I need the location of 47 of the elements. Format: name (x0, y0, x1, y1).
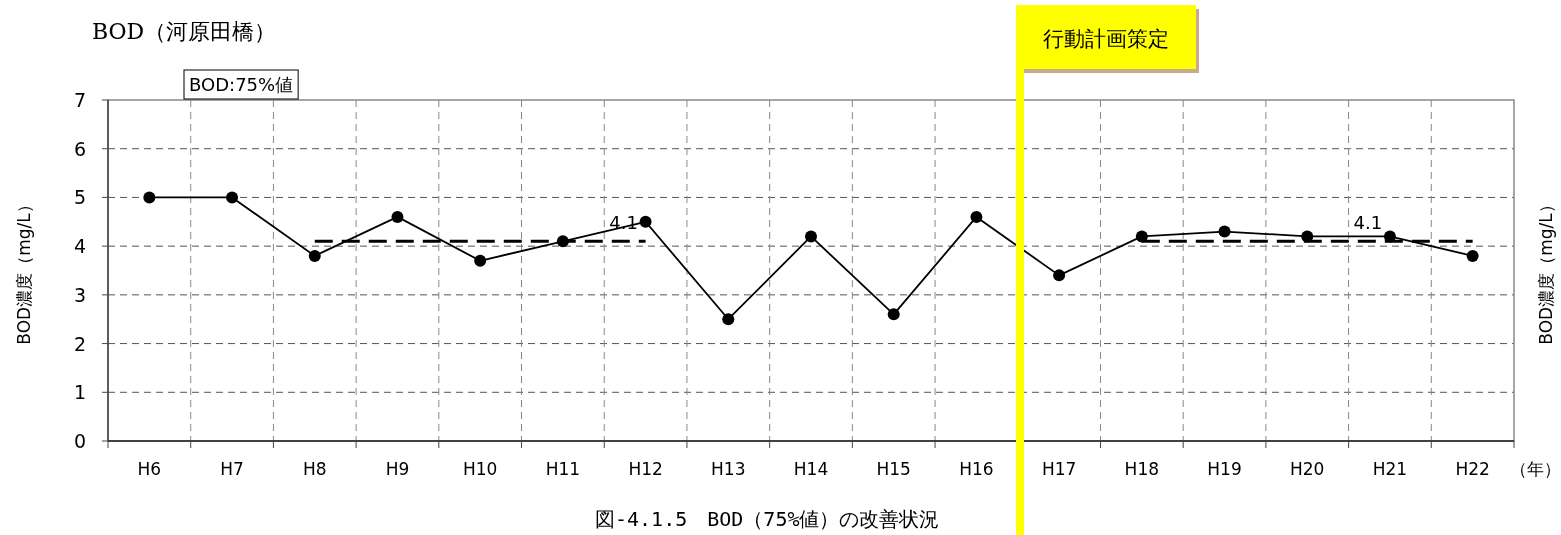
x-tick-label: H14 (793, 459, 829, 479)
y-tick-label: 2 (73, 332, 87, 355)
text: 行動計画策定 (1043, 27, 1169, 51)
x-tick-label: H13 (711, 459, 746, 479)
x-tick-label: H7 (220, 459, 244, 479)
y-tick-label: 1 (73, 381, 87, 404)
text: 図-4.1.5 BOD（75%値）の改善状況 (595, 507, 940, 531)
y-tick-label: 7 (73, 89, 87, 111)
point (1218, 225, 1231, 238)
x-tick-label: H15 (876, 459, 911, 479)
x-tick-label: H10 (462, 459, 498, 479)
y-tick-label: 3 (73, 283, 87, 306)
y-tick-label: 5 (73, 186, 87, 209)
y2-axis-title: BOD濃度（mg/L） (1536, 196, 1556, 345)
x-tick-label: H19 (1207, 459, 1242, 479)
x-tick-label: H20 (1290, 459, 1325, 479)
chart-title: BOD（河原田橋） (92, 19, 277, 44)
x-tick-label: H9 (385, 459, 410, 479)
x-tick-label: H18 (1124, 459, 1160, 479)
x-tick-label: H12 (628, 459, 663, 479)
point (722, 313, 735, 326)
x-tick-label: H6 (137, 459, 162, 479)
x-axis-title: （年） (1510, 459, 1561, 479)
point (1135, 230, 1148, 243)
x-tick-label: H11 (545, 459, 581, 479)
x-tick-label: H16 (959, 459, 994, 479)
point (970, 210, 983, 223)
x-tick-label: H21 (1372, 459, 1408, 479)
point (1053, 269, 1066, 282)
x-tick-label: H8 (302, 459, 327, 479)
point (143, 191, 156, 204)
point (887, 308, 900, 321)
point (391, 210, 404, 223)
point (226, 191, 239, 204)
text: BOD:75%値 (189, 74, 294, 95)
point (308, 249, 321, 262)
y-tick-label: 4 (73, 235, 87, 258)
point (805, 230, 817, 243)
y-tick-label: 6 (73, 137, 87, 160)
point (474, 254, 487, 267)
x-tick-label: H22 (1455, 459, 1490, 479)
x-tick-label: H17 (1041, 459, 1077, 479)
y-axis-title: BOD濃度（mg/L） (14, 196, 34, 345)
y-tick-label: 0 (73, 430, 87, 452)
point (639, 215, 652, 228)
annotation: 4.1 (1353, 212, 1383, 234)
point (1466, 249, 1479, 262)
